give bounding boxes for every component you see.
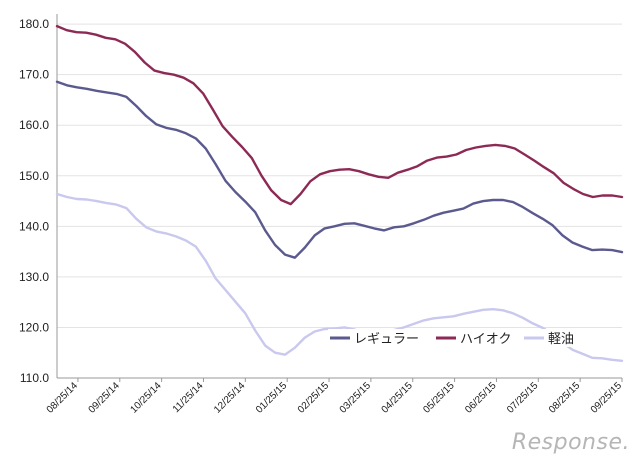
- legend-bg: [434, 329, 534, 347]
- y-tick-label: 130.0: [19, 270, 49, 284]
- x-tick-label: 08/25/15: [547, 380, 583, 416]
- legend-bg: [328, 329, 428, 347]
- x-tick-label: 01/25/15: [254, 380, 290, 416]
- x-tick-label: 02/25/15: [296, 380, 332, 416]
- x-tick-label: 07/25/15: [505, 380, 541, 416]
- x-tick-label: 11/25/14: [171, 380, 206, 415]
- series-line-2: [55, 192, 624, 362]
- y-tick-label: 140.0: [19, 219, 49, 233]
- series-line-0: [55, 80, 624, 259]
- legend-label-0: レギュラー: [354, 332, 419, 347]
- response-logo-watermark: Response.: [511, 430, 630, 455]
- gridlines: [57, 23, 622, 328]
- x-tick-label: 08/25/14: [45, 380, 81, 416]
- legend-label-1: ハイオク: [460, 332, 511, 347]
- x-axis-tick-labels: 08/25/14 09/25/14 10/25/14 11/25/14 12/25/14…: [45, 380, 625, 416]
- y-tick-label: 150.0: [19, 169, 49, 183]
- legend-label-2: 軽油: [548, 332, 574, 347]
- y-tick-label: 120.0: [19, 320, 49, 334]
- y-tick-label: 180.0: [19, 17, 49, 31]
- x-tick-label: 09/25/15: [589, 380, 625, 416]
- legend: レギュラー ハイオク 軽油: [328, 329, 588, 347]
- x-tick-label: 10/25/14: [128, 380, 164, 416]
- x-tick-label: 09/25/14: [87, 380, 123, 416]
- y-tick-label: 170.0: [19, 68, 49, 82]
- x-tick-label: 03/25/15: [338, 380, 374, 416]
- x-tick-label: 04/25/15: [380, 380, 416, 416]
- x-tick-label: 06/25/15: [463, 380, 499, 416]
- y-axis-tick-labels: 110.0 120.0 130.0 140.0 150.0 160.0 170.0 180.0: [19, 17, 49, 385]
- y-tick-label: 160.0: [19, 118, 49, 132]
- axes: [56, 14, 623, 382]
- series-lines: [55, 24, 624, 362]
- legend-bg: [522, 329, 588, 347]
- series-line-1: [55, 24, 624, 206]
- x-tick-label: 12/25/14: [212, 380, 248, 416]
- y-tick-label: 110.0: [20, 371, 49, 385]
- x-tick-label: 05/25/15: [421, 380, 457, 416]
